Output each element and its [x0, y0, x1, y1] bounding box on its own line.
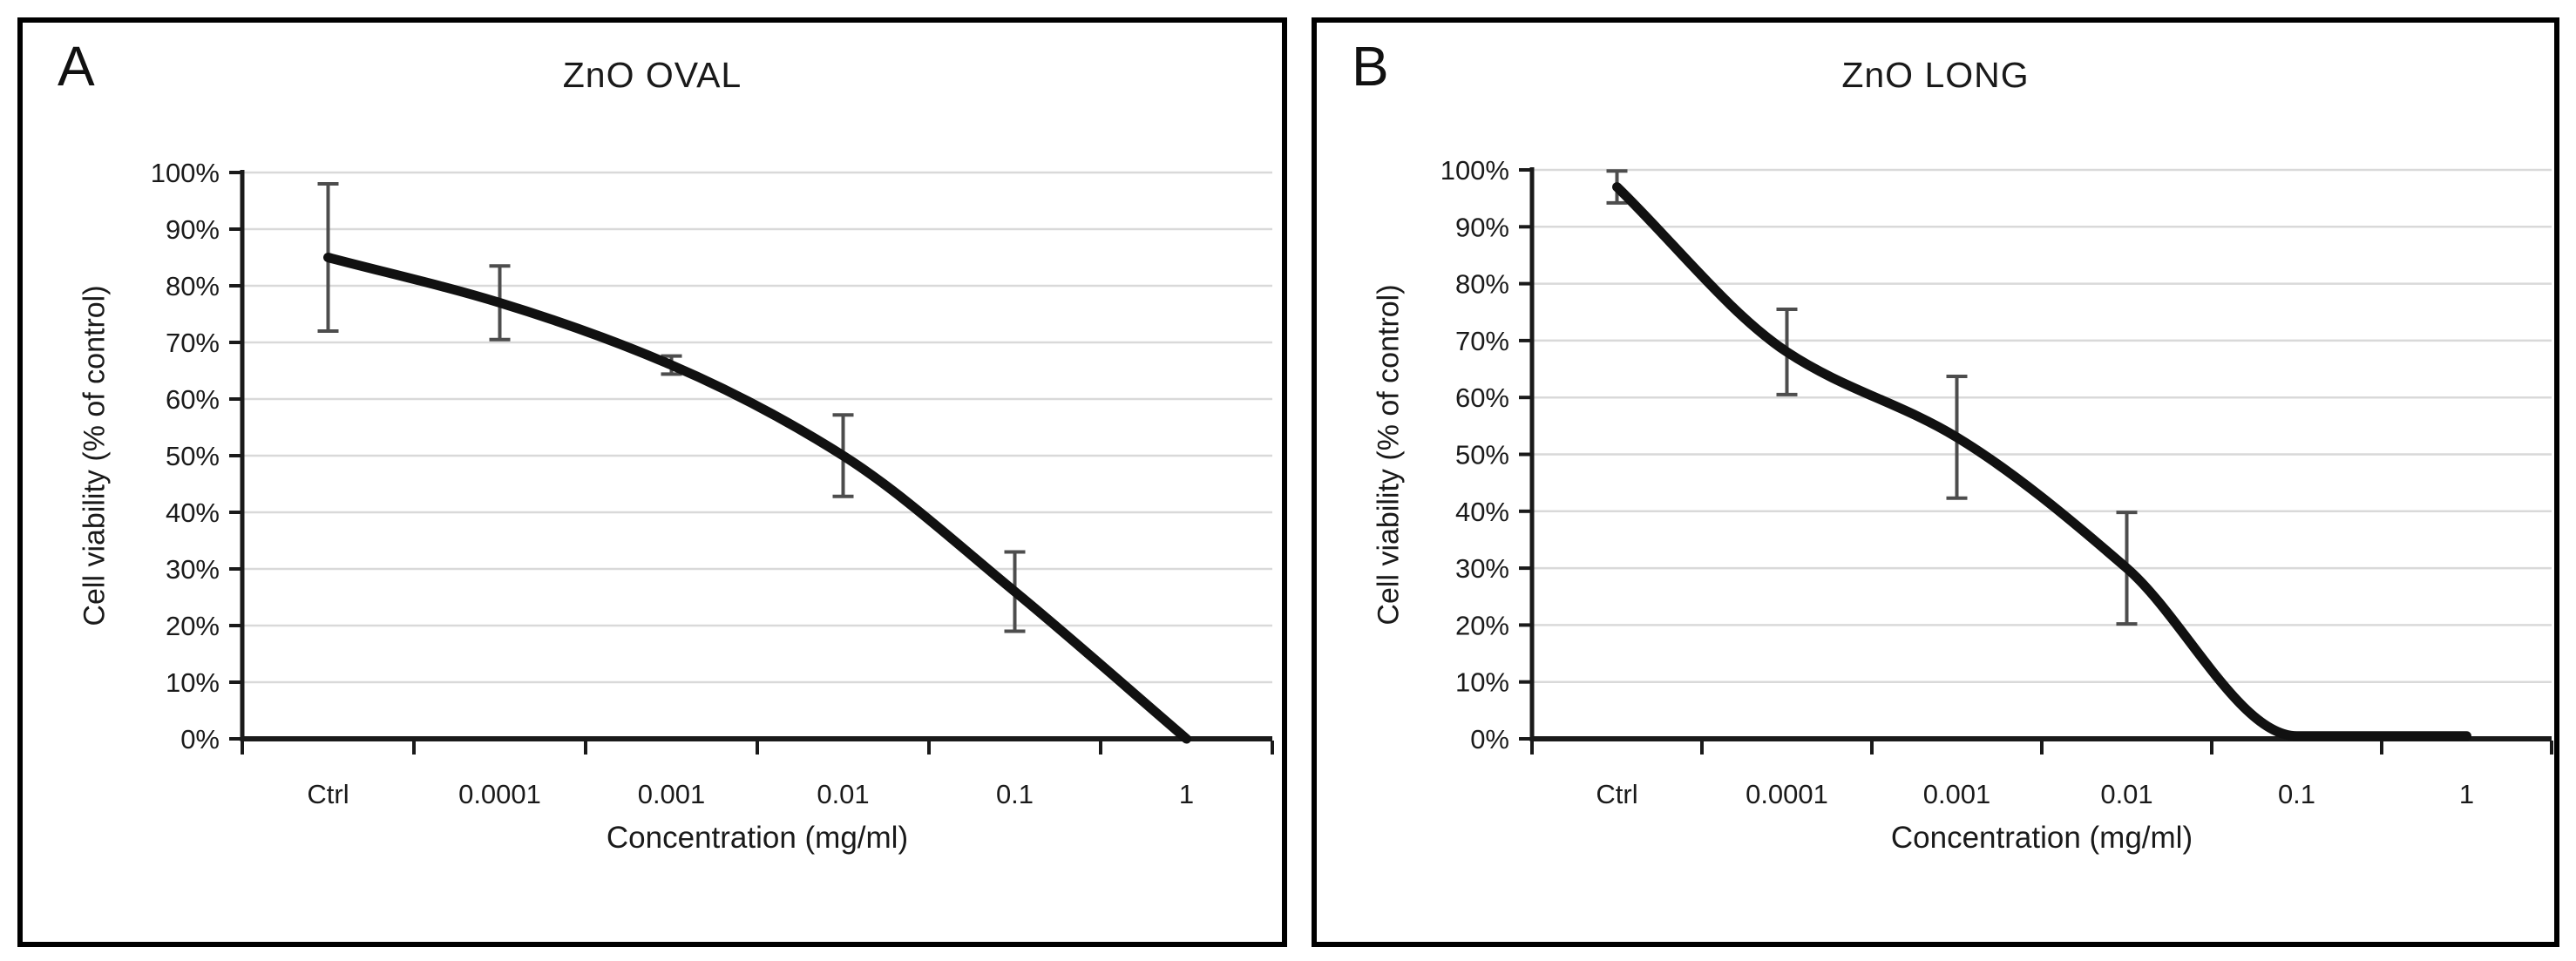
- data-line: [323, 253, 1191, 744]
- y-tick-label: 10%: [166, 667, 220, 698]
- panel-a-chart: 0% 10% 20% 30% 40% 50% 60% 70% 80% 90% 100% Ctrl 0.0…: [151, 158, 1274, 809]
- panel-b: B ZnO LONG Cell viability (% of control)…: [1312, 17, 2559, 947]
- data-line: [1612, 182, 2471, 741]
- y-tick-label: 50%: [166, 441, 220, 471]
- x-tick-label: Ctrl: [1596, 779, 1637, 809]
- y-tick-label: 90%: [166, 214, 220, 245]
- panel-a-corner-label: A: [58, 35, 95, 98]
- y-tick-label: 10%: [1455, 667, 1509, 698]
- y-tick-label: 80%: [166, 271, 220, 301]
- x-tick-label: 0.001: [1923, 779, 1991, 809]
- y-tick-label: 70%: [1455, 326, 1509, 356]
- y-tick-label: 40%: [1455, 497, 1509, 527]
- y-tick-label: 70%: [166, 328, 220, 358]
- y-tick-label: 90%: [1455, 212, 1509, 242]
- x-tick-label: 1: [2459, 779, 2474, 809]
- y-tick-label: 40%: [166, 497, 220, 528]
- y-tick-label: 0%: [1470, 724, 1509, 755]
- x-tick-label: 0.1: [996, 779, 1034, 809]
- panel-a-title: ZnO OVAL: [562, 55, 742, 95]
- x-tick-label: 1: [1179, 779, 1194, 809]
- panel-a-x-axis-label: Concentration (mg/ml): [606, 821, 909, 855]
- panel-b-chart: 0% 10% 20% 30% 40% 50% 60% 70% 80% 90% 100% Ctrl 0.0…: [1441, 155, 2553, 809]
- y-tick-label: 60%: [1455, 382, 1509, 413]
- x-tick-label: 0.01: [2100, 779, 2152, 809]
- x-tick-label: 0.0001: [458, 779, 541, 809]
- y-tick-label: 20%: [1455, 610, 1509, 640]
- x-tick-label: Ctrl: [307, 779, 349, 809]
- panel-b-x-axis-label: Concentration (mg/ml): [1890, 821, 2193, 855]
- y-tick-label: 20%: [166, 611, 220, 641]
- x-tick-label: 0.0001: [1746, 779, 1828, 809]
- y-tick-label: 80%: [1455, 269, 1509, 300]
- x-tick-label: 0.1: [2278, 779, 2315, 809]
- y-tick-label: 100%: [151, 158, 220, 188]
- y-tick-label: 50%: [1455, 440, 1509, 470]
- panel-a: A ZnO OVAL Cell viability (% of control)…: [17, 17, 1287, 947]
- y-tick-label: 30%: [1455, 553, 1509, 584]
- x-tick-label: 0.01: [817, 779, 869, 809]
- y-tick-label: 60%: [166, 384, 220, 415]
- panel-b-title: ZnO LONG: [1841, 55, 2030, 95]
- x-tick-label: 0.001: [638, 779, 706, 809]
- y-tick-label: 100%: [1441, 155, 1509, 186]
- y-tick-label: 0%: [180, 724, 220, 755]
- panel-b-corner-label: B: [1352, 35, 1389, 98]
- y-tick-label: 30%: [166, 554, 220, 585]
